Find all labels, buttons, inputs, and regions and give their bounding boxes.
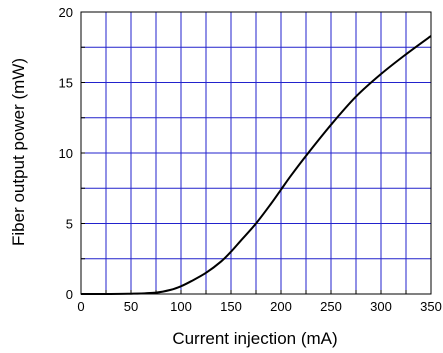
x-tick-label: 50 <box>124 299 138 314</box>
y-tick-label: 10 <box>59 146 73 161</box>
x-tick-label: 200 <box>270 299 292 314</box>
series-line <box>80 35 432 296</box>
series-layer <box>80 35 432 296</box>
x-tick-label: 250 <box>320 299 342 314</box>
y-tick-label: 0 <box>66 287 73 302</box>
x-axis-label: Current injection (mA) <box>172 329 337 348</box>
tick-marks <box>80 11 432 295</box>
x-tick-label: 100 <box>170 299 192 314</box>
x-tick-label: 150 <box>220 299 242 314</box>
x-tick-label: 0 <box>77 299 84 314</box>
y-tick-label: 20 <box>59 5 73 20</box>
x-tick-labels: 0 50 100 150 200 250 300 350 <box>77 299 441 314</box>
x-tick-label: 350 <box>420 299 442 314</box>
x-tick-label: 300 <box>370 299 392 314</box>
y-tick-labels: 0 5 10 15 20 <box>59 5 73 302</box>
y-axis-label: Fiber output power (mW) <box>9 58 28 246</box>
y-tick-label: 15 <box>59 76 73 91</box>
y-tick-label: 5 <box>66 217 73 232</box>
grid <box>81 12 431 294</box>
